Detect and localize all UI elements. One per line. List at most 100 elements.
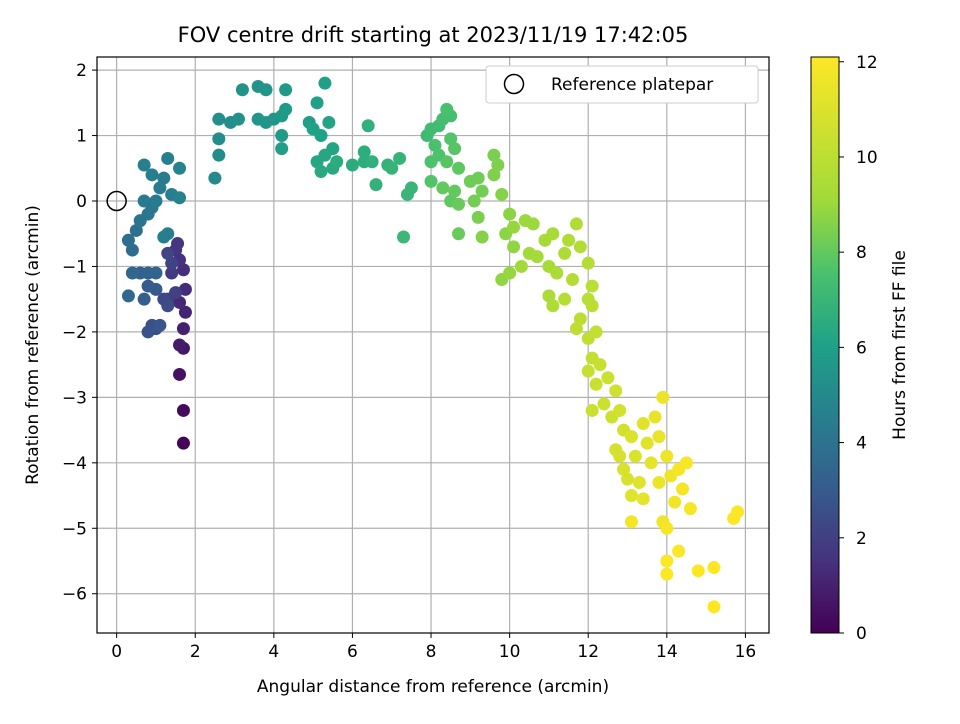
data-point: [507, 220, 521, 234]
data-point: [569, 322, 583, 336]
reference-marker-group: [106, 190, 127, 212]
data-point: [149, 194, 163, 208]
data-point: [153, 318, 167, 332]
y-tick-label: −5: [62, 519, 87, 539]
colorbar-gradient: [810, 56, 840, 634]
data-point: [632, 475, 646, 489]
data-point: [173, 367, 187, 381]
colorbar-label: Hours from first FF file: [890, 250, 910, 440]
x-tick-label: 2: [190, 642, 201, 662]
data-point: [546, 227, 560, 241]
data-point: [566, 273, 580, 287]
data-point: [424, 174, 438, 188]
data-point: [550, 266, 564, 280]
data-point: [624, 430, 638, 444]
data-point: [212, 132, 226, 146]
data-point: [660, 449, 674, 463]
data-point: [585, 299, 599, 313]
data-point: [330, 155, 344, 169]
data-point: [617, 462, 631, 476]
data-point: [153, 181, 167, 195]
data-point: [672, 544, 686, 558]
data-point: [679, 456, 693, 470]
data-point: [613, 449, 627, 463]
data-points: [121, 76, 745, 614]
data-point: [683, 502, 697, 516]
data-point: [558, 292, 572, 306]
data-point: [648, 410, 662, 424]
data-point: [636, 492, 650, 506]
data-point: [573, 312, 587, 326]
data-point: [707, 600, 721, 614]
data-point: [161, 227, 175, 241]
data-point: [176, 403, 190, 417]
data-point: [514, 259, 528, 273]
y-tick-label: −6: [62, 585, 87, 605]
data-point: [169, 286, 183, 300]
data-point: [452, 161, 466, 175]
y-tick-label: −1: [62, 257, 87, 277]
data-point: [585, 403, 599, 417]
data-point: [644, 456, 658, 470]
data-point: [121, 289, 135, 303]
data-point: [137, 194, 151, 208]
data-point: [369, 178, 383, 192]
data-point: [235, 83, 249, 97]
data-point: [444, 132, 458, 146]
data-point: [176, 263, 190, 277]
data-point: [173, 161, 187, 175]
data-point: [397, 230, 411, 244]
data-point: [141, 279, 155, 293]
data-point: [279, 83, 293, 97]
data-point: [624, 515, 638, 529]
data-point: [530, 250, 544, 264]
data-point: [452, 197, 466, 211]
data-point: [660, 567, 674, 581]
data-point: [365, 155, 379, 169]
data-point: [318, 76, 332, 90]
legend-reference-marker: [503, 73, 525, 95]
data-point: [707, 561, 721, 575]
data-point: [731, 505, 745, 519]
data-point: [503, 266, 517, 280]
x-axis-label: Angular distance from reference (arcmin): [257, 677, 609, 697]
data-point: [448, 142, 462, 156]
data-point: [581, 364, 595, 378]
data-point: [601, 371, 615, 385]
grid: [97, 57, 769, 633]
data-point: [165, 256, 179, 270]
data-point: [173, 295, 187, 309]
data-point: [129, 223, 143, 237]
data-point: [345, 158, 359, 172]
data-point: [652, 430, 666, 444]
data-point: [660, 521, 674, 535]
colorbar-ticks: 0 2 4 6 8 10 12: [839, 53, 878, 644]
data-point: [636, 417, 650, 431]
data-point: [161, 151, 175, 165]
data-point: [178, 305, 192, 319]
data-point: [125, 243, 139, 257]
data-point: [448, 184, 462, 198]
data-point: [440, 102, 454, 116]
chart-title: FOV centre drift starting at 2023/11/19 …: [178, 23, 689, 47]
data-point: [314, 129, 328, 143]
colorbar-tick-label: 10: [856, 148, 878, 168]
data-point: [660, 554, 674, 568]
y-tick-label: 2: [76, 61, 87, 81]
data-point: [149, 266, 163, 280]
data-point: [471, 171, 485, 185]
data-point: [475, 184, 489, 198]
data-point: [585, 279, 599, 293]
x-tick-label: 0: [111, 642, 122, 662]
reference-marker: [106, 190, 127, 212]
plot-frame: [96, 56, 770, 634]
data-point: [542, 289, 556, 303]
data-point: [157, 171, 171, 185]
data-point: [161, 246, 175, 260]
x-tick-label: 16: [735, 642, 757, 662]
y-tick-label: −2: [62, 323, 87, 343]
data-point: [452, 227, 466, 241]
data-point: [259, 83, 273, 97]
y-tick-label: −4: [62, 454, 87, 474]
